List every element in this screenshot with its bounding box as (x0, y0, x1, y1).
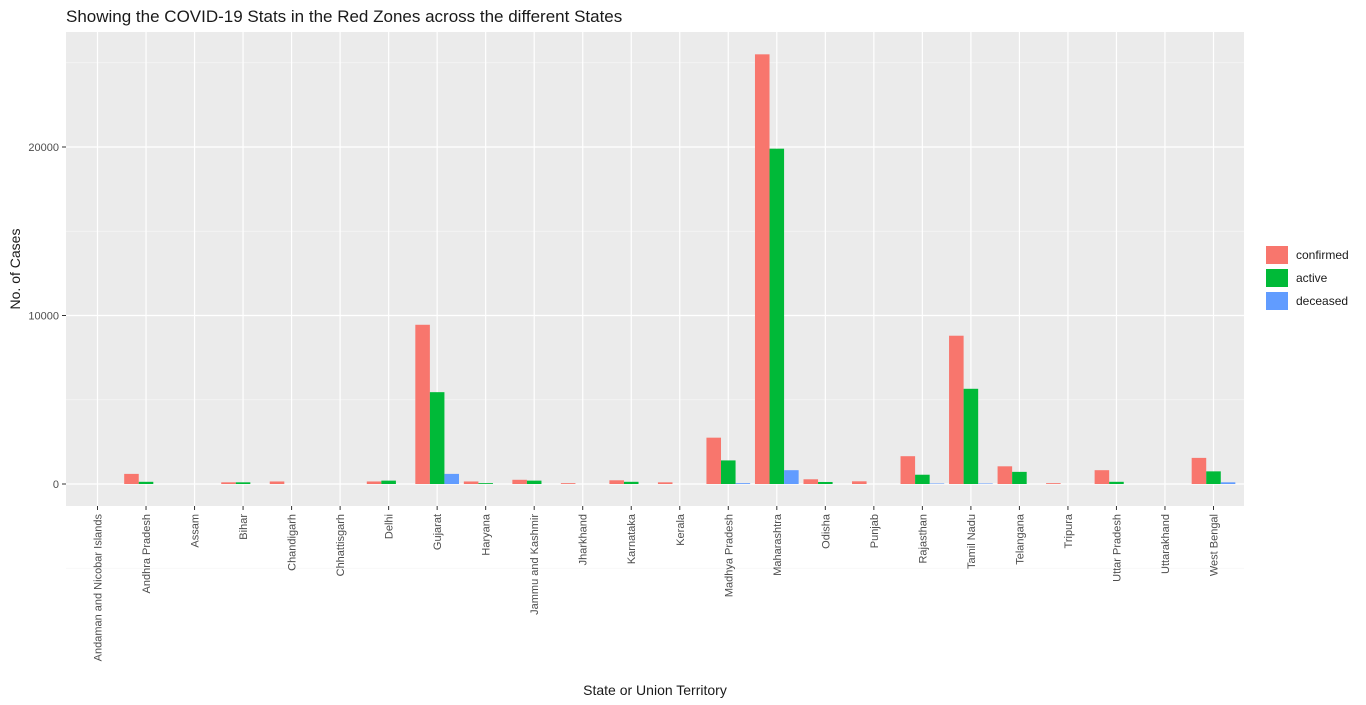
x-tick-label: Uttarakhand (1160, 514, 1172, 574)
bar-active (1109, 481, 1124, 484)
bar-confirmed (366, 481, 382, 484)
x-tick-label: Andhra Pradesh (141, 514, 153, 594)
x-tick-label: Madhya Pradesh (723, 514, 735, 597)
bar-active (235, 482, 251, 484)
bar-confirmed (852, 481, 867, 484)
bar-confirmed (124, 473, 139, 484)
x-tick-label: Jharkhand (578, 514, 590, 565)
bars (124, 54, 1236, 484)
bar-active (429, 392, 445, 484)
chart-title: Showing the COVID-19 Stats in the Red Zo… (66, 7, 622, 26)
legend-label-active: active (1296, 271, 1328, 285)
bar-active (721, 460, 736, 484)
bar-confirmed (1094, 470, 1110, 484)
bar-active (818, 481, 833, 484)
x-tick-label: Jammu and Kashmir (529, 514, 541, 615)
bar-confirmed (657, 482, 673, 484)
bar-deceased (1220, 482, 1236, 484)
bar-confirmed (560, 483, 576, 484)
bar-active (1012, 471, 1027, 484)
x-tick-label: Bihar (238, 514, 250, 540)
y-axis-title: No. of Cases (7, 229, 23, 310)
bar-confirmed (415, 324, 430, 484)
bar-confirmed (803, 479, 819, 484)
legend-swatch-confirmed (1266, 246, 1288, 264)
bar-confirmed (1046, 483, 1061, 484)
bar-confirmed (269, 481, 285, 484)
y-tick-label: 10000 (28, 311, 59, 323)
bar-active (915, 474, 930, 484)
bar-active (1206, 471, 1221, 484)
bar-confirmed (997, 466, 1013, 484)
y-axis: 0 10000 20000 (28, 142, 66, 491)
bar-deceased (929, 483, 945, 484)
bar-active (381, 480, 396, 484)
bar-confirmed (221, 482, 236, 484)
bar-active (623, 481, 639, 484)
bar-active (478, 483, 493, 484)
bar-confirmed (1191, 457, 1207, 484)
x-tick-label: Rajasthan (917, 514, 929, 564)
bar-confirmed (949, 335, 964, 484)
x-tick-label: West Bengal (1209, 514, 1221, 576)
legend-label-deceased: deceased (1296, 294, 1348, 308)
bar-confirmed (463, 481, 479, 484)
legend-swatch-deceased (1266, 292, 1288, 310)
bar-confirmed (900, 456, 916, 484)
bar-confirmed (754, 54, 770, 484)
bar-deceased (444, 473, 459, 484)
bar-confirmed (706, 437, 722, 484)
x-tick-label: Maharashtra (772, 513, 784, 576)
x-tick-label: Karnataka (626, 513, 638, 564)
x-axis: Andaman and Nicobar Islands Andhra Prades… (93, 506, 1221, 661)
x-tick-label: Tripura (1063, 513, 1075, 548)
x-tick-label: Chandigarh (287, 514, 299, 571)
x-tick-label: Kerala (675, 513, 687, 546)
x-tick-label: Odisha (820, 513, 832, 549)
bar-confirmed (512, 479, 527, 484)
x-axis-title: State or Union Territory (583, 682, 727, 698)
x-tick-label: Tamil Nadu (966, 514, 978, 569)
x-tick-label: Telangana (1014, 513, 1026, 565)
x-tick-label: Uttar Pradesh (1111, 514, 1123, 582)
legend-label-confirmed: confirmed (1296, 248, 1349, 262)
legend-swatch-active (1266, 269, 1288, 287)
bar-deceased (978, 483, 993, 484)
bar-active (138, 481, 154, 484)
bar-active (526, 480, 542, 484)
bar-confirmed (609, 480, 624, 484)
bar-deceased (784, 470, 799, 484)
x-tick-label: Chhattisgarh (335, 514, 347, 576)
minor-gridlines (66, 62, 1244, 569)
bar-deceased (735, 483, 751, 484)
x-tick-label: Gujarat (432, 514, 444, 550)
x-tick-label: Haryana (481, 513, 493, 555)
x-tick-label: Andaman and Nicobar Islands (93, 514, 105, 662)
y-tick-label: 0 (53, 479, 59, 491)
plot-panel (66, 32, 1244, 506)
bar-active (963, 388, 979, 484)
x-tick-label: Punjab (869, 514, 881, 548)
x-tick-label: Assam (190, 514, 202, 548)
y-tick-label: 20000 (28, 142, 59, 154)
x-tick-label: Delhi (384, 514, 396, 539)
legend: confirmed active deceased (1266, 246, 1349, 310)
bar-active (769, 148, 785, 484)
